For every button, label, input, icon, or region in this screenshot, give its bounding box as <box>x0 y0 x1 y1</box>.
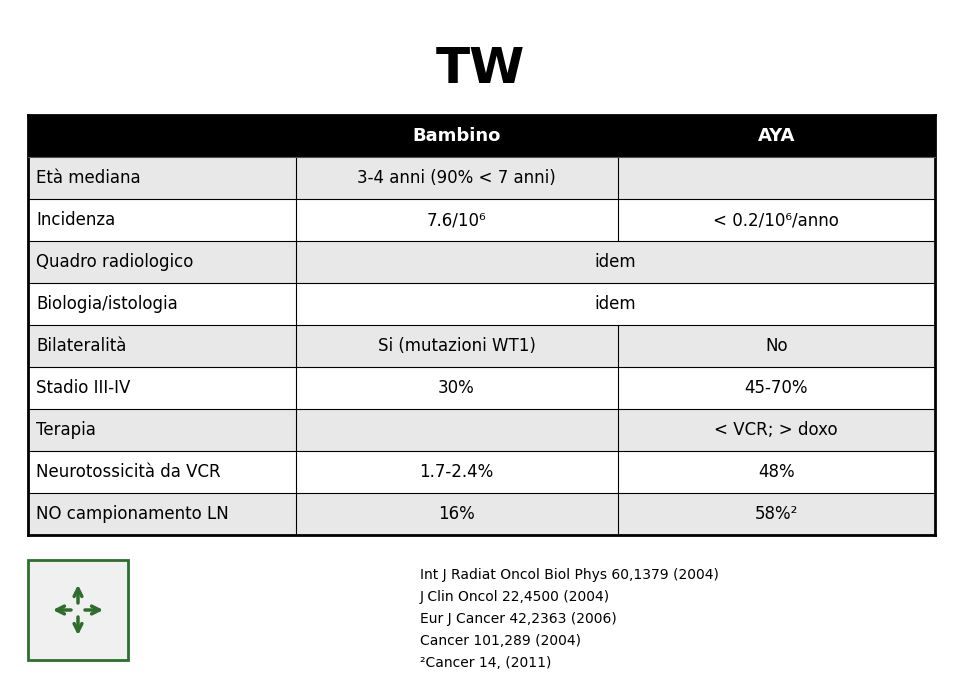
Bar <box>617 409 935 451</box>
Bar <box>28 325 296 367</box>
Text: Cancer 101,289 (2004): Cancer 101,289 (2004) <box>420 634 581 648</box>
Text: Int J Radiat Oncol Biol Phys 60,1379 (2004): Int J Radiat Oncol Biol Phys 60,1379 (20… <box>420 568 719 582</box>
Text: 7.6/10⁶: 7.6/10⁶ <box>427 211 487 229</box>
Bar <box>296 115 617 157</box>
Bar <box>296 325 617 367</box>
Text: Incidenza: Incidenza <box>36 211 115 229</box>
Text: Biologia/istologia: Biologia/istologia <box>36 295 178 313</box>
Text: Quadro radiologico: Quadro radiologico <box>36 253 193 271</box>
Text: 30%: 30% <box>438 379 475 397</box>
Text: Terapia: Terapia <box>36 421 96 439</box>
Bar <box>617 451 935 493</box>
Text: 58%²: 58%² <box>755 505 798 523</box>
Text: Stadio III-IV: Stadio III-IV <box>36 379 131 397</box>
Bar <box>28 493 296 535</box>
Text: Si (mutazioni WT1): Si (mutazioni WT1) <box>377 337 536 355</box>
Text: AYA: AYA <box>757 127 795 145</box>
Text: Eur J Cancer 42,2363 (2006): Eur J Cancer 42,2363 (2006) <box>420 612 616 626</box>
Text: TW: TW <box>436 45 524 93</box>
Bar <box>617 115 935 157</box>
Text: Età mediana: Età mediana <box>36 169 140 187</box>
Text: < VCR; > doxo: < VCR; > doxo <box>714 421 838 439</box>
Bar <box>617 325 935 367</box>
Text: NO campionamento LN: NO campionamento LN <box>36 505 228 523</box>
Bar <box>28 199 296 241</box>
Bar <box>28 115 296 157</box>
Text: J Clin Oncol 22,4500 (2004): J Clin Oncol 22,4500 (2004) <box>420 590 611 604</box>
Bar <box>28 560 128 660</box>
Text: < 0.2/10⁶/anno: < 0.2/10⁶/anno <box>713 211 839 229</box>
Bar <box>296 493 617 535</box>
Text: 45-70%: 45-70% <box>745 379 808 397</box>
Bar <box>28 241 935 283</box>
Bar <box>617 493 935 535</box>
Bar <box>28 283 935 325</box>
Bar <box>296 367 617 409</box>
Text: 48%: 48% <box>758 463 795 481</box>
Bar <box>296 451 617 493</box>
Text: idem: idem <box>594 295 636 313</box>
Text: 16%: 16% <box>438 505 475 523</box>
Text: idem: idem <box>594 253 636 271</box>
Text: Bambino: Bambino <box>413 127 501 145</box>
Bar <box>28 157 296 199</box>
Bar <box>296 157 617 199</box>
Bar <box>28 451 296 493</box>
Text: 3-4 anni (90% < 7 anni): 3-4 anni (90% < 7 anni) <box>357 169 556 187</box>
Bar <box>617 157 935 199</box>
Bar <box>28 560 128 660</box>
Text: 1.7-2.4%: 1.7-2.4% <box>420 463 493 481</box>
Bar <box>296 409 617 451</box>
Bar <box>28 409 296 451</box>
Bar <box>617 199 935 241</box>
Bar <box>296 199 617 241</box>
Text: Bilateralità: Bilateralità <box>36 337 127 355</box>
Bar <box>617 367 935 409</box>
Bar <box>28 367 296 409</box>
Text: No: No <box>765 337 787 355</box>
Text: ²Cancer 14, (2011): ²Cancer 14, (2011) <box>420 656 551 670</box>
Text: Neurotossicità da VCR: Neurotossicità da VCR <box>36 463 221 481</box>
